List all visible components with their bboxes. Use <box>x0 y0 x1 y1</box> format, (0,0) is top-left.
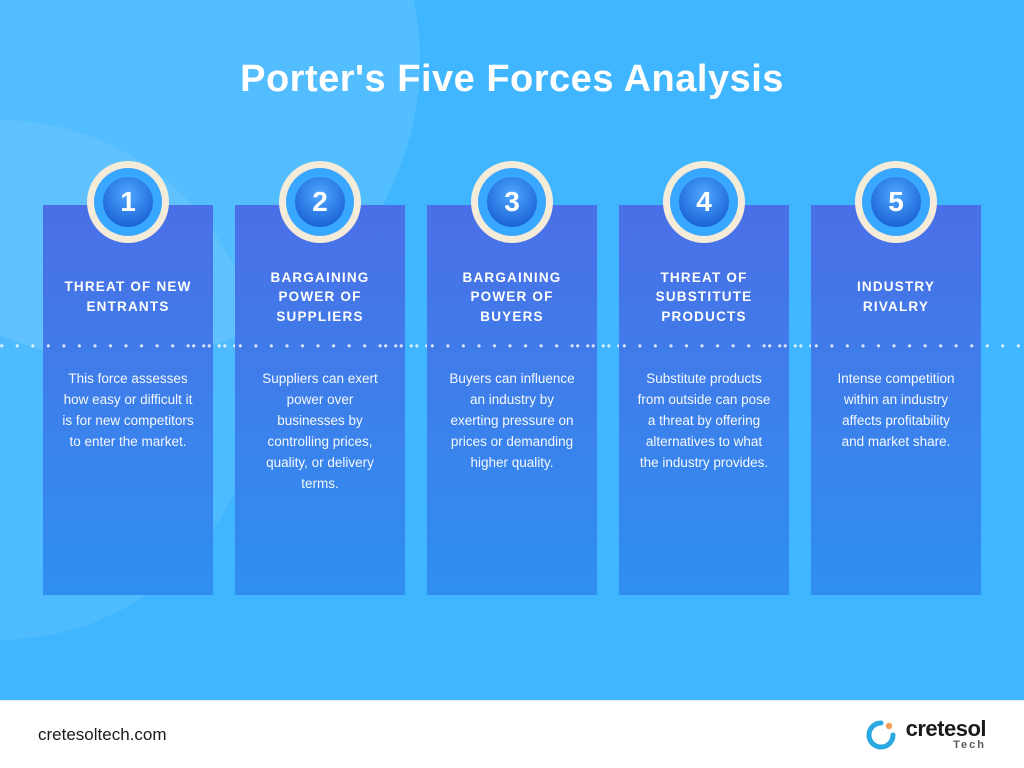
footer-logo: cretesol Tech <box>866 718 986 751</box>
badge-number: 3 <box>504 186 520 218</box>
infographic-page: Porter's Five Forces Analysis 1 THREAT O… <box>0 0 1024 768</box>
card-description: Intense competition within an industry a… <box>827 369 965 453</box>
card-description: Suppliers can exert power over businesse… <box>251 369 389 495</box>
force-card-2: 2 BARGAINING POWER OF SUPPLIERS • • • • … <box>235 161 405 595</box>
card-title: THREAT OF SUBSTITUTE PRODUCTS <box>635 267 773 327</box>
card-body-4: THREAT OF SUBSTITUTE PRODUCTS • • • • • … <box>619 205 789 595</box>
badge-number: 1 <box>120 186 136 218</box>
brand-name: cretesol <box>906 718 986 740</box>
card-title: BARGAINING POWER OF BUYERS <box>443 267 581 327</box>
badge-number: 4 <box>696 186 712 218</box>
cards-row: 1 THREAT OF NEW ENTRANTS • • • • • • • •… <box>3 161 1021 595</box>
card-body-3: BARGAINING POWER OF BUYERS • • • • • • •… <box>427 205 597 595</box>
badge-1: 1 <box>87 161 169 243</box>
card-body-2: BARGAINING POWER OF SUPPLIERS • • • • • … <box>235 205 405 595</box>
force-card-1: 1 THREAT OF NEW ENTRANTS • • • • • • • •… <box>43 161 213 595</box>
divider-dots: • • • • • • • • • • • • • • • • • <box>768 339 1024 353</box>
brand-sub: Tech <box>906 740 986 751</box>
logo-mark-icon <box>866 720 896 750</box>
badge-number: 5 <box>888 186 904 218</box>
card-description: Buyers can influence an industry by exer… <box>443 369 581 474</box>
badge-3: 3 <box>471 161 553 243</box>
card-description: This force assesses how easy or difficul… <box>59 369 197 453</box>
page-title: Porter's Five Forces Analysis <box>240 58 784 101</box>
force-card-4: 4 THREAT OF SUBSTITUTE PRODUCTS • • • • … <box>619 161 789 595</box>
force-card-3: 3 BARGAINING POWER OF BUYERS • • • • • •… <box>427 161 597 595</box>
card-body-5: INDUSTRY RIVALRY • • • • • • • • • • • •… <box>811 205 981 595</box>
badge-4: 4 <box>663 161 745 243</box>
main-area: Porter's Five Forces Analysis 1 THREAT O… <box>0 0 1024 700</box>
footer-url: cretesoltech.com <box>38 725 167 745</box>
card-body-1: THREAT OF NEW ENTRANTS • • • • • • • • •… <box>43 205 213 595</box>
card-title: BARGAINING POWER OF SUPPLIERS <box>251 267 389 327</box>
card-title: INDUSTRY RIVALRY <box>827 267 965 327</box>
card-description: Substitute products from outside can pos… <box>635 369 773 474</box>
card-title: THREAT OF NEW ENTRANTS <box>59 267 197 327</box>
badge-2: 2 <box>279 161 361 243</box>
badge-5: 5 <box>855 161 937 243</box>
logo-text: cretesol Tech <box>906 718 986 751</box>
force-card-5: 5 INDUSTRY RIVALRY • • • • • • • • • • •… <box>811 161 981 595</box>
badge-number: 2 <box>312 186 328 218</box>
footer-bar: cretesoltech.com cretesol Tech <box>0 700 1024 768</box>
